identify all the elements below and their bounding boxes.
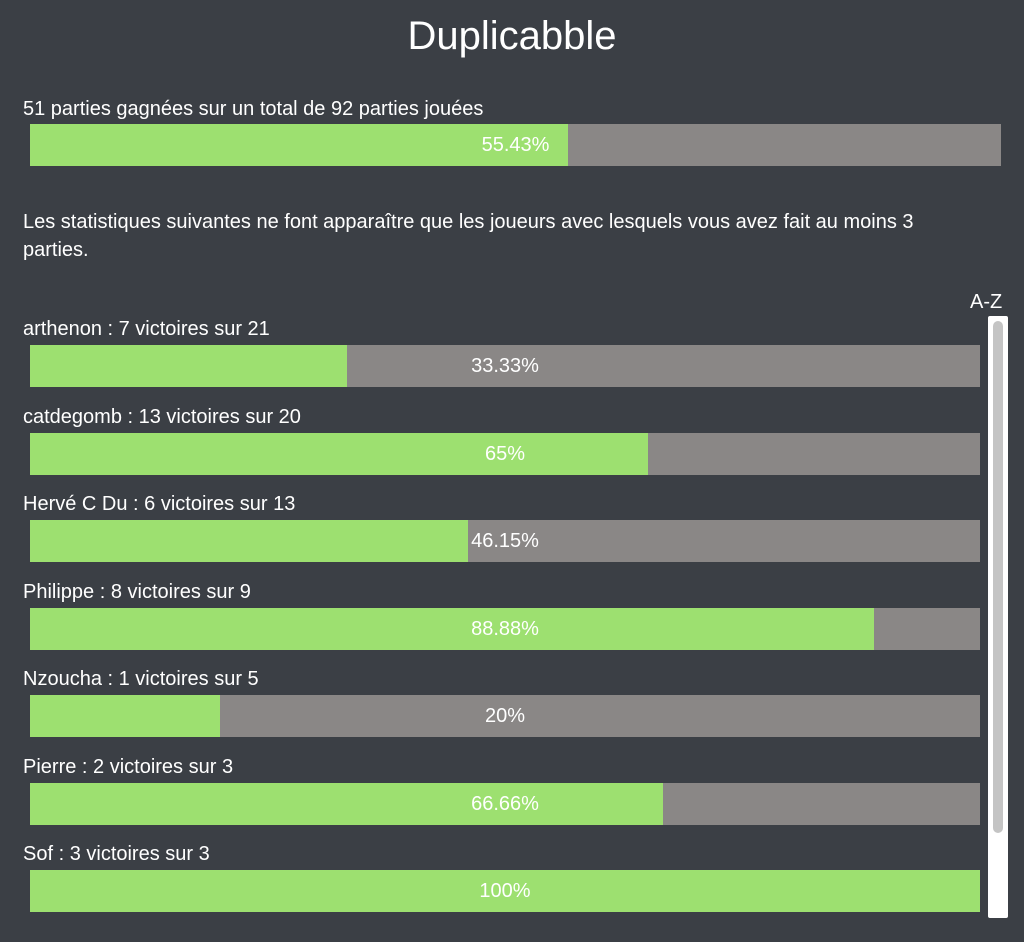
player-percent: 46.15% [471, 530, 539, 552]
player-progress-bar: 66.66% [30, 782, 980, 825]
player-progress-bar: 65% [30, 432, 980, 475]
player-percent: 66.66% [471, 792, 539, 815]
info-note: Les statistiques suivantes ne font appar… [23, 211, 914, 261]
player-progress-fill [30, 432, 648, 475]
player-progress-fill [30, 607, 875, 650]
sort-az-button[interactable]: A-Z [970, 291, 1003, 313]
player-label: Nzoucha : 1 victoires sur 5 [23, 668, 259, 690]
player-row: Pierre : 2 victoires sur 3 66.66% [0, 748, 985, 836]
summary-progress-fill [30, 124, 569, 166]
page-title: Duplicabble [407, 14, 617, 58]
player-row: arthenon : 7 victoires sur 21 33.33% [0, 310, 985, 398]
player-progress-bar: 20% [30, 695, 980, 737]
player-label: Sof : 3 victoires sur 3 [23, 843, 210, 865]
player-row: Sof : 3 victoires sur 3 100% [0, 835, 985, 923]
player-progress-fill [30, 520, 469, 562]
player-percent: 65% [484, 442, 526, 465]
player-progress-bar: 88.88% [30, 607, 980, 650]
player-label: Hervé C Du : 6 victoires sur 13 [23, 493, 296, 515]
summary-percent: 55.43% [481, 134, 550, 156]
player-row: Nzoucha : 1 victoires sur 5 20% [0, 660, 985, 748]
player-progress-fill [30, 695, 220, 737]
player-label: Pierre : 2 victoires sur 3 [23, 755, 234, 778]
player-percent: 88.88% [471, 617, 539, 640]
player-percent: 100% [479, 880, 531, 902]
player-percent: 33.33% [471, 355, 539, 377]
player-percent: 20% [484, 705, 526, 727]
player-progress-fill [30, 870, 980, 912]
player-label: catdegomb : 13 victoires sur 20 [23, 405, 301, 428]
summary-text: 51 parties gagnées sur un total de 92 pa… [23, 98, 484, 120]
player-row: Hervé C Du : 6 victoires sur 13 46.15% [0, 485, 985, 573]
player-progress-bar: 46.15% [30, 520, 980, 562]
summary-progress-bar: 55.43% [30, 124, 1001, 166]
player-label: arthenon : 7 victoires sur 21 [23, 318, 270, 340]
player-progress-bar: 33.33% [30, 345, 980, 387]
player-progress-fill [30, 345, 347, 387]
player-row: Philippe : 8 victoires sur 9 88.88% [0, 573, 985, 661]
scrollbar[interactable] [988, 316, 1008, 918]
player-progress-fill [30, 782, 664, 825]
player-progress-bar: 100% [30, 870, 980, 912]
player-label: Philippe : 8 victoires sur 9 [23, 580, 251, 603]
player-list: arthenon : 7 victoires sur 21 33.33% catde… [0, 310, 985, 942]
player-row: catdegomb : 13 victoires sur 20 65% [0, 398, 985, 486]
scrollbar-thumb[interactable] [993, 321, 1003, 833]
